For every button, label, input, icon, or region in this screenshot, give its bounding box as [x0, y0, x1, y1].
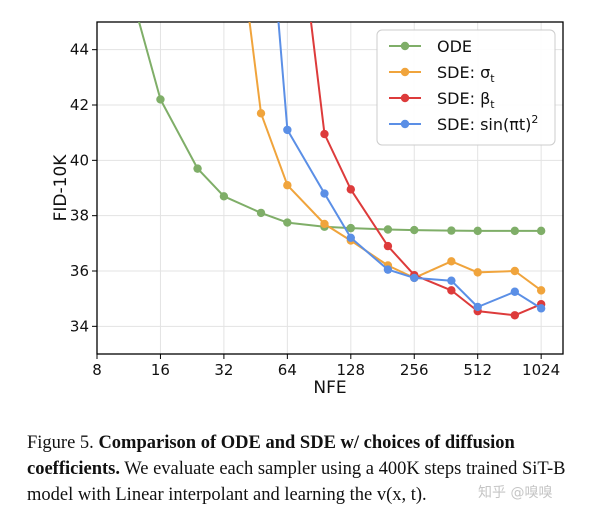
data-point-0-3: [219, 192, 229, 201]
data-point-0-10: [447, 226, 456, 235]
data-point-0-5: [283, 218, 292, 227]
data-point-0-9: [410, 225, 419, 235]
x-tick-label: 256: [400, 361, 429, 379]
data-point-0-1: [156, 95, 165, 104]
data-point-0-13: [536, 226, 546, 236]
y-axis-label: FID-10K: [51, 154, 71, 222]
series-line-3: [277, 22, 542, 310]
x-tick-label: 8: [92, 361, 102, 379]
data-point-1-1: [256, 109, 266, 118]
data-point-3-4: [383, 265, 393, 274]
data-point-2-7: [510, 311, 520, 320]
data-point-3-3: [346, 233, 356, 242]
caption-bold-title: Comparison of ODE and SDE w/ choices of …: [27, 433, 515, 479]
data-point-3-6: [447, 276, 456, 285]
data-point-3-1: [283, 125, 292, 135]
legend-label-1: SDE: σt: [437, 63, 495, 85]
data-point-1-7: [447, 257, 456, 266]
data-point-3-8: [510, 287, 520, 296]
data-point-2-3: [383, 241, 393, 251]
legend-box: [376, 29, 556, 146]
data-point-2-5: [447, 286, 456, 295]
data-point-0-7: [346, 223, 356, 233]
y-tick-label: 36: [70, 262, 89, 280]
caption-figure-label: Figure 5.: [27, 433, 94, 453]
data-point-1-3: [320, 219, 329, 229]
data-point-0-2: [193, 164, 202, 173]
legend-marker-2: [400, 93, 410, 103]
x-tick-label: 64: [278, 361, 297, 379]
legend-label-2: SDE: βt: [437, 89, 495, 111]
data-point-1-10: [536, 286, 546, 295]
data-point-0-12: [510, 226, 520, 236]
series-layer: [138, 22, 546, 320]
fid-vs-nfe-chart: 8 16 32 64 128 256 512 1024 34 36 38 40 42 44 NFE FID…: [51, 21, 564, 398]
x-tick-label: 128: [336, 361, 365, 379]
data-point-3-7: [473, 302, 482, 312]
y-tick-label: 42: [70, 96, 89, 114]
y-tick-label: 38: [70, 207, 89, 225]
x-tick-label: 16: [151, 361, 170, 379]
legend-marker-1: [400, 67, 410, 77]
series-line-0: [138, 22, 542, 232]
data-point-0-8: [383, 225, 393, 234]
y-tick-label: 40: [70, 151, 89, 169]
legend-marker-0: [400, 41, 410, 51]
data-point-2-2: [346, 185, 356, 194]
data-point-3-9: [536, 304, 546, 313]
data-point-3-5: [410, 273, 419, 283]
x-tick-label: 512: [463, 361, 492, 379]
x-tick-label: 1024: [522, 361, 560, 379]
data-point-2-1: [320, 129, 329, 139]
data-point-1-2: [283, 181, 292, 190]
figure-caption: Figure 5. Comparison of ODE and SDE w/ c…: [27, 430, 593, 508]
plot-frame: [96, 21, 564, 355]
series-group: [138, 22, 546, 320]
y-tick-label: 44: [70, 41, 89, 59]
caption-body: We evaluate each sampler using a 400K st…: [27, 459, 566, 505]
legend-label-0: ODE: [437, 37, 472, 56]
x-axis-label: NFE: [313, 378, 346, 398]
data-point-0-11: [473, 226, 482, 236]
legend-label-3: SDE: sin(πt)2: [437, 113, 538, 134]
data-point-1-9: [510, 266, 520, 276]
axis-ticks: 8 16 32 64 128 256 512 1024 34 36 38 40 42 44: [70, 41, 560, 379]
data-point-1-8: [473, 268, 482, 277]
data-point-3-2: [320, 189, 329, 198]
legend-marker-3: [400, 119, 410, 129]
data-point-0-4: [256, 208, 266, 218]
y-tick-label: 34: [70, 317, 89, 335]
x-tick-label: 32: [214, 361, 233, 379]
watermark: 知乎 @嗅嗅: [478, 485, 553, 501]
